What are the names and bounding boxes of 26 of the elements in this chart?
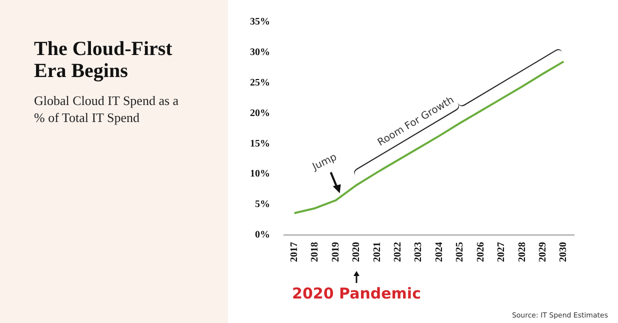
y-tick-label: 10% — [250, 168, 270, 180]
x-tick-label: 2019 — [330, 242, 342, 262]
y-tick-label: 30% — [250, 47, 270, 58]
text: Global Cloud IT Spend as a % of Total IT Spend — [34, 92, 179, 126]
x-tick-label: 2028 — [516, 242, 528, 262]
x-tick-label: 2021 — [372, 242, 383, 262]
x-tick-label: 2027 — [496, 242, 508, 262]
x-tick-label: 2022 — [392, 242, 404, 262]
x-tick-label: 2024 — [434, 242, 445, 262]
annotation: 2020 Pandemic — [292, 284, 421, 302]
y-tick-label: 35% — [250, 16, 270, 28]
x-tick-label: 2025 — [454, 242, 466, 262]
x-tick-label: 2018 — [310, 242, 321, 262]
y-tick-label: 5% — [255, 199, 270, 210]
x-tick-label: 2023 — [413, 242, 424, 262]
y-tick-label: 15% — [250, 138, 270, 150]
x-tick-label: 2017 — [288, 242, 300, 262]
annotation: Jump — [310, 152, 339, 174]
x-tick-label: 2020 — [351, 242, 362, 262]
y-tick-label: 25% — [250, 77, 270, 88]
x-tick-label: 2029 — [538, 242, 549, 262]
y-tick-label: 20% — [250, 108, 270, 119]
x-tick-label: 2026 — [475, 242, 486, 262]
y-tick-label: 0% — [255, 230, 270, 241]
text: The Cloud-First Era Begins — [34, 38, 174, 82]
x-tick-label: 2030 — [558, 242, 570, 262]
